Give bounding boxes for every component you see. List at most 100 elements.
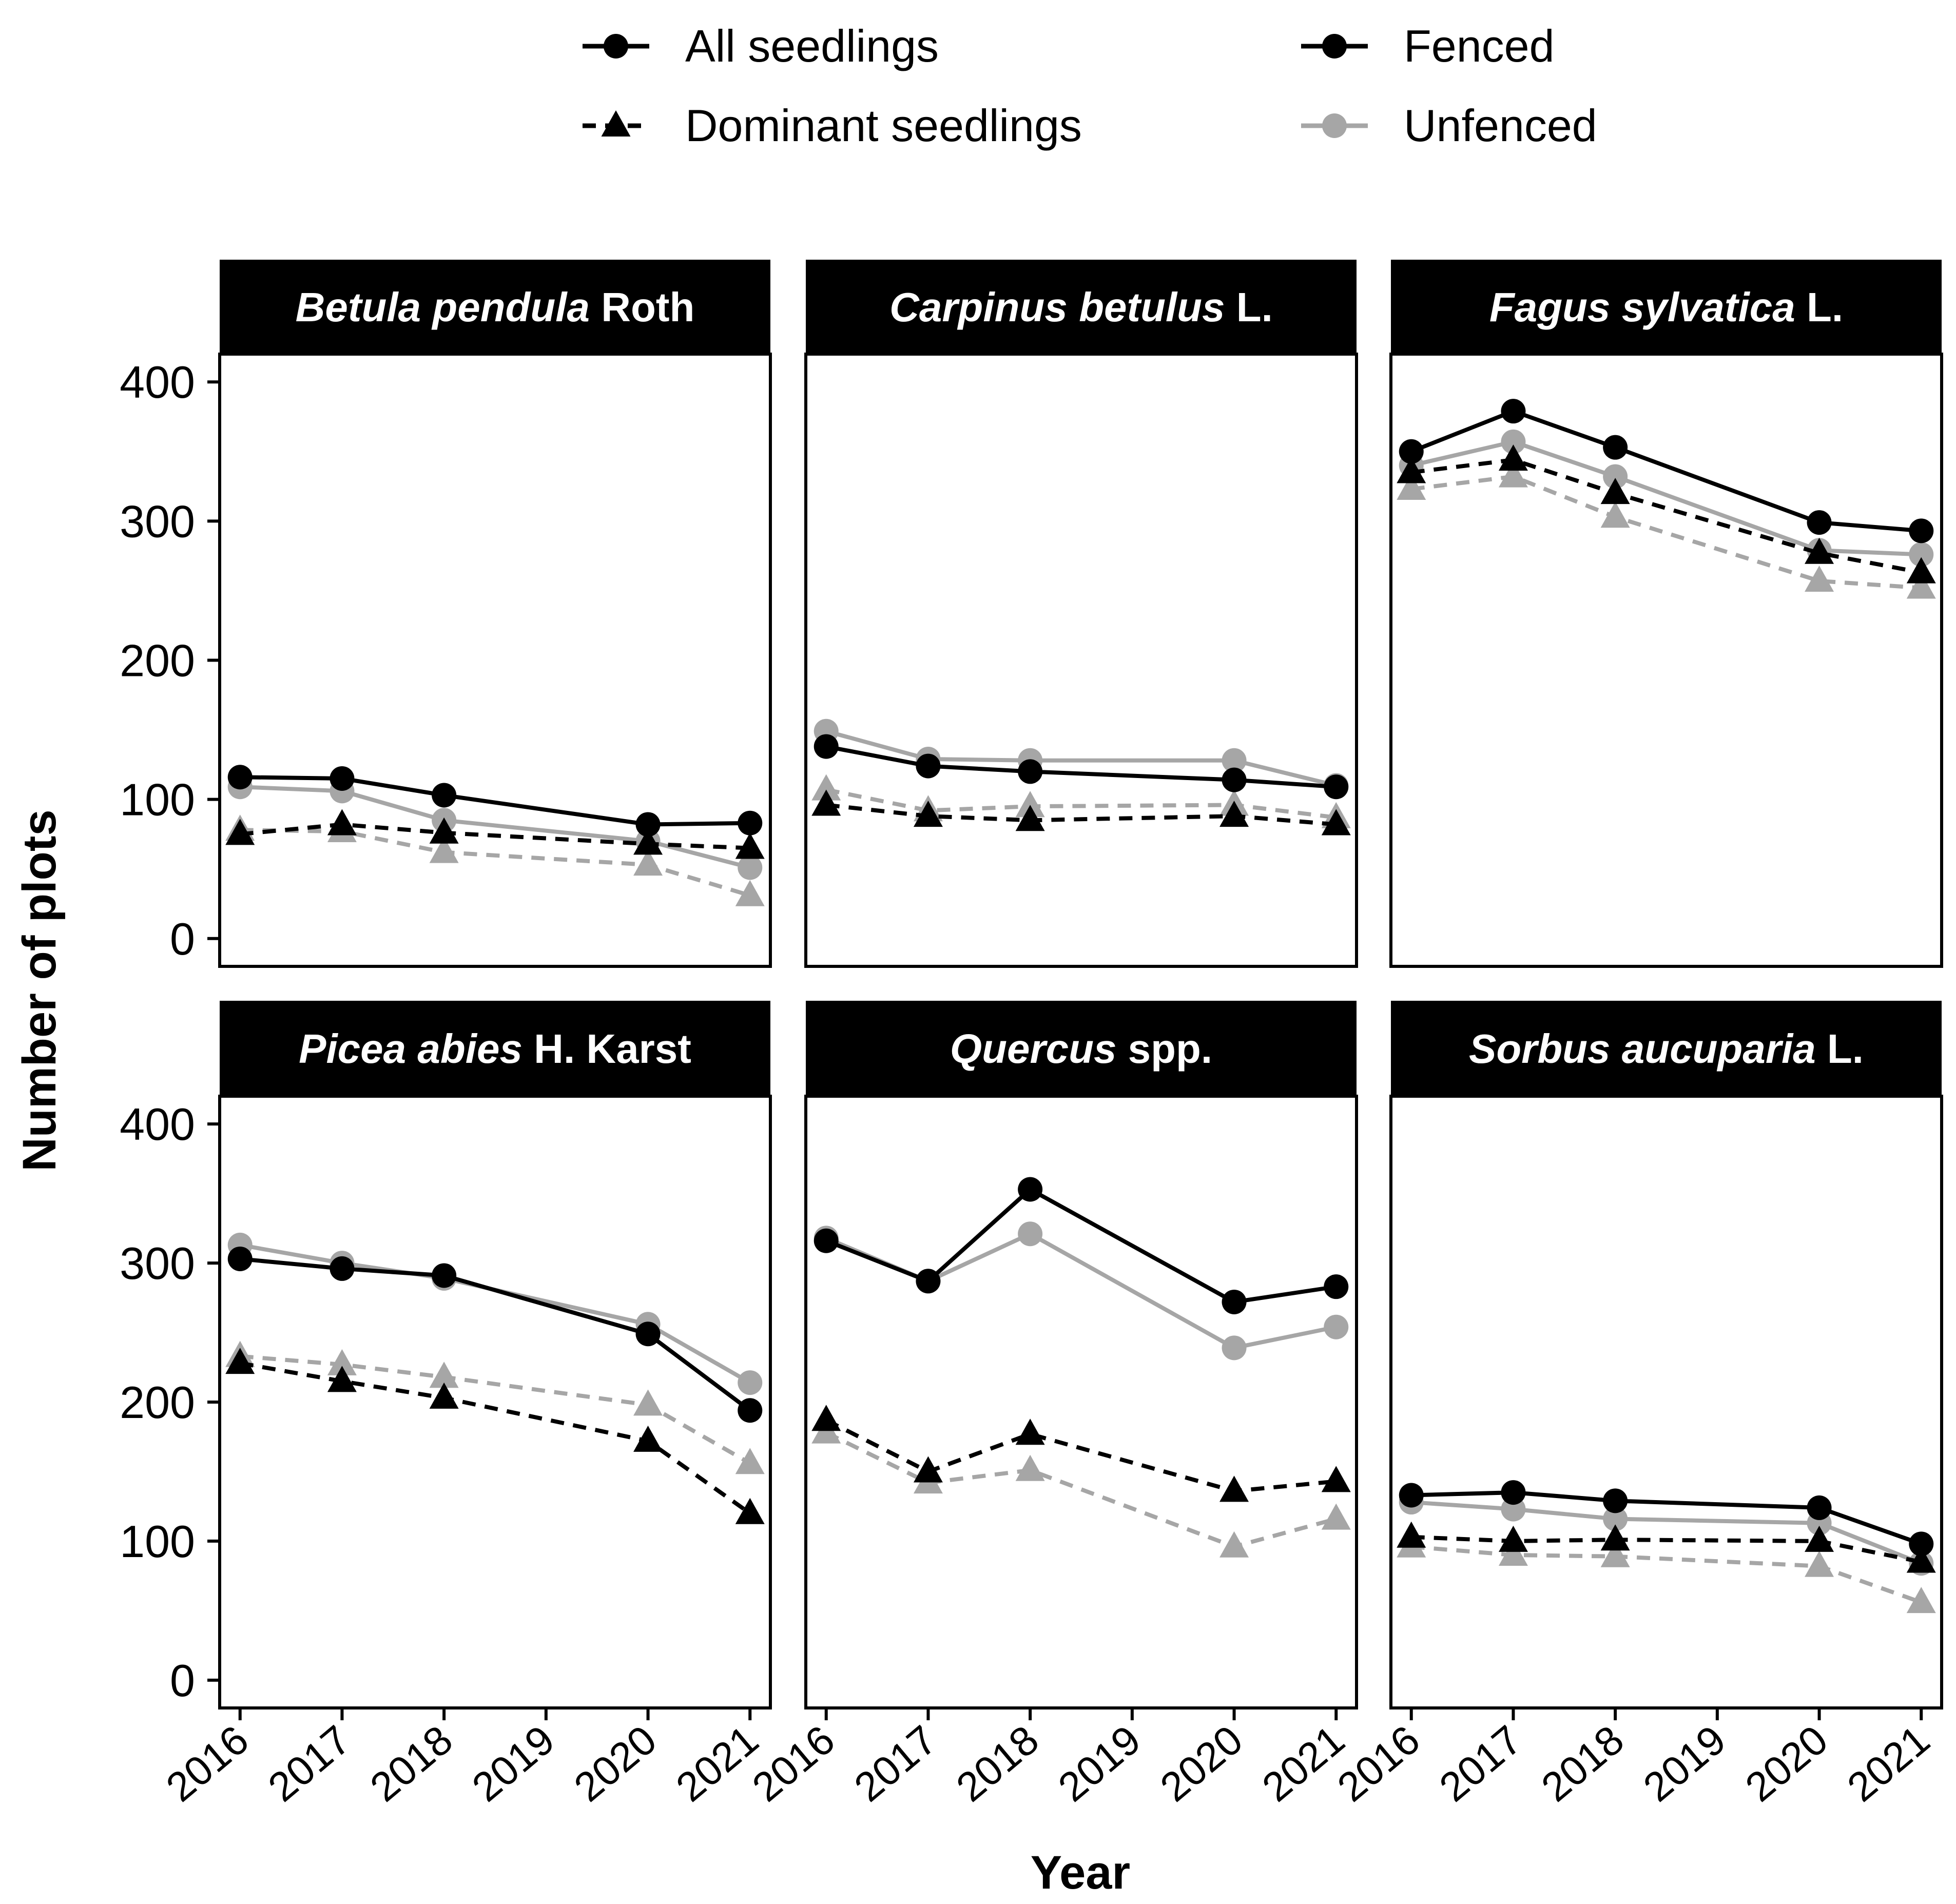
y-tick-label: 100: [120, 1516, 195, 1567]
data-point: [225, 819, 255, 845]
data-point: [1603, 464, 1628, 489]
legend-item-fenced: Fenced: [1301, 21, 1555, 71]
series-all-unfenced: [227, 1232, 763, 1395]
y-tick-label: 200: [120, 635, 195, 686]
y-tick-label: 0: [170, 1655, 195, 1706]
data-point: [1909, 542, 1934, 567]
data-point: [1222, 1335, 1247, 1361]
series-dominant-unfenced: [811, 1417, 1351, 1558]
x-tick-label: 2017: [260, 1717, 359, 1811]
panel-betula-pendula: Betula pendula Roth 0 100 200 300 400: [120, 260, 772, 968]
data-point: [913, 801, 943, 827]
series-line: [1411, 1544, 1922, 1604]
panel-strip: [1391, 1001, 1942, 1096]
data-point: [738, 855, 763, 880]
x-tick-label: 2021: [668, 1717, 767, 1811]
panel-title-species: Sorbus aucuparia: [1469, 1026, 1816, 1072]
series-all-fenced: [1399, 1480, 1934, 1557]
x-tick-label: 2019: [1050, 1717, 1149, 1811]
data-point: [735, 1498, 765, 1524]
series-line: [825, 1418, 1337, 1493]
x-tick-label: 2016: [158, 1717, 257, 1811]
data-point: [1807, 510, 1832, 535]
series-dominant-unfenced: [1397, 1531, 1936, 1614]
series-all-fenced: [227, 765, 763, 837]
y-tick-label: 0: [170, 914, 195, 964]
series-line: [240, 775, 750, 827]
data-point: [1909, 1531, 1934, 1557]
data-point: [1807, 1495, 1832, 1520]
panel-title-authority: spp.: [1116, 1026, 1212, 1072]
x-tick-label: 2020: [1152, 1717, 1251, 1811]
legend-label: Unfenced: [1404, 100, 1597, 151]
data-point: [1015, 805, 1045, 831]
data-point: [1018, 759, 1043, 784]
data-point: [913, 1456, 943, 1483]
data-point: [811, 789, 841, 816]
series-all-fenced: [814, 1177, 1349, 1314]
data-point: [738, 1398, 763, 1423]
panel-title-species: Carpinus betulus: [889, 284, 1225, 330]
data-point: [1805, 1525, 1834, 1552]
x-tick-label: 2018: [1533, 1717, 1633, 1811]
series-dominant-fenced: [1397, 1521, 1936, 1573]
legend-triangle-marker: [601, 110, 631, 137]
x-tick-label: 2020: [1737, 1717, 1836, 1811]
data-point: [1018, 1177, 1043, 1202]
data-point: [1397, 474, 1426, 500]
panel-border: [804, 1095, 1358, 1709]
data-point: [227, 765, 253, 790]
data-point: [1399, 1483, 1424, 1508]
panel-title-authority: L.: [1225, 284, 1273, 330]
legend-circle-marker: [1322, 113, 1347, 138]
data-point: [1600, 1524, 1630, 1551]
data-point: [1501, 429, 1526, 454]
data-point: [1397, 1521, 1426, 1548]
data-point: [1399, 439, 1424, 464]
x-tick-label: 2019: [463, 1717, 563, 1811]
data-point: [735, 880, 765, 906]
data-point: [1501, 1480, 1526, 1505]
y-tick-label: 400: [120, 357, 195, 407]
data-point: [1906, 1546, 1936, 1573]
data-point: [1222, 767, 1247, 792]
data-point: [1324, 774, 1349, 800]
legend-item-dominant-seedlings: Dominant seedlings: [583, 100, 1082, 151]
panel-title-species: Fagus sylvatica: [1489, 284, 1795, 330]
panel-title: Fagus sylvatica L.: [1489, 284, 1843, 330]
series-all-unfenced: [1399, 429, 1934, 567]
data-point: [811, 1405, 841, 1431]
panel-title: Quercus spp.: [950, 1026, 1212, 1072]
data-point: [738, 1370, 763, 1395]
y-tick-label: 100: [120, 774, 195, 825]
data-point: [1805, 537, 1834, 564]
panel-quercus: Quercus spp. 2016 2017 2018 2019 2020 2021: [744, 1001, 1358, 1811]
data-point: [1906, 1587, 1936, 1614]
data-point: [1906, 572, 1936, 599]
series-all-fenced: [227, 1246, 763, 1423]
series-line: [825, 1187, 1337, 1304]
panel-strip: [220, 1001, 770, 1096]
y-tick-label: 400: [120, 1099, 195, 1150]
data-point: [1600, 501, 1630, 528]
x-tick-label: 2017: [846, 1717, 945, 1811]
panel-strip: [806, 1001, 1357, 1096]
data-point: [635, 1322, 661, 1347]
panel-title-species: Betula pendula: [296, 284, 590, 330]
data-point: [1324, 1314, 1349, 1339]
x-tick-label: 2017: [1431, 1717, 1531, 1811]
series-all-fenced: [1399, 399, 1934, 543]
series-line: [240, 822, 750, 850]
series-line: [825, 1232, 1337, 1350]
y-tick-label: 300: [120, 1238, 195, 1289]
data-point: [1324, 1274, 1349, 1299]
legend: All seedlings Dominant seedlings Fenced Unf…: [583, 21, 1597, 151]
series-line: [1410, 409, 1922, 533]
data-point: [1603, 435, 1628, 460]
data-point: [633, 1425, 663, 1452]
series-line: [240, 1256, 751, 1412]
data-point: [916, 1269, 941, 1294]
series-dominant-unfenced: [1397, 461, 1936, 599]
data-point: [1498, 444, 1528, 471]
data-point: [814, 1228, 839, 1253]
